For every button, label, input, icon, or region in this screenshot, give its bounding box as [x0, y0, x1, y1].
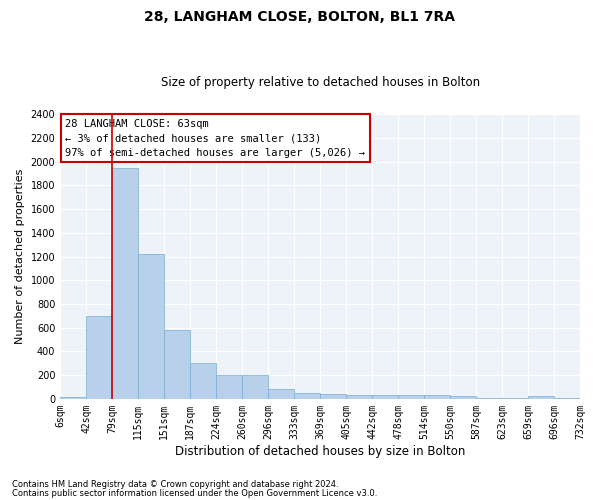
X-axis label: Distribution of detached houses by size in Bolton: Distribution of detached houses by size …: [175, 444, 465, 458]
Bar: [242, 375, 268, 399]
Bar: [190, 362, 216, 399]
Text: Contains HM Land Registry data © Crown copyright and database right 2024.: Contains HM Land Registry data © Crown c…: [12, 480, 338, 489]
Bar: [502, 398, 528, 399]
Bar: [528, 396, 554, 399]
Bar: [294, 394, 320, 399]
Bar: [450, 396, 476, 399]
Y-axis label: Number of detached properties: Number of detached properties: [15, 169, 25, 344]
Bar: [398, 396, 424, 399]
Bar: [372, 394, 398, 399]
Bar: [60, 397, 86, 399]
Bar: [554, 398, 580, 399]
Bar: [86, 316, 112, 399]
Bar: [164, 330, 190, 399]
Bar: [112, 168, 138, 399]
Bar: [268, 389, 294, 399]
Bar: [138, 254, 164, 399]
Bar: [320, 394, 346, 399]
Text: 28 LANGHAM CLOSE: 63sqm
← 3% of detached houses are smaller (133)
97% of semi-de: 28 LANGHAM CLOSE: 63sqm ← 3% of detached…: [65, 118, 365, 158]
Bar: [216, 375, 242, 399]
Title: Size of property relative to detached houses in Bolton: Size of property relative to detached ho…: [161, 76, 479, 90]
Bar: [424, 396, 450, 399]
Text: 28, LANGHAM CLOSE, BOLTON, BL1 7RA: 28, LANGHAM CLOSE, BOLTON, BL1 7RA: [145, 10, 455, 24]
Text: Contains public sector information licensed under the Open Government Licence v3: Contains public sector information licen…: [12, 488, 377, 498]
Bar: [346, 394, 372, 399]
Bar: [476, 398, 502, 399]
